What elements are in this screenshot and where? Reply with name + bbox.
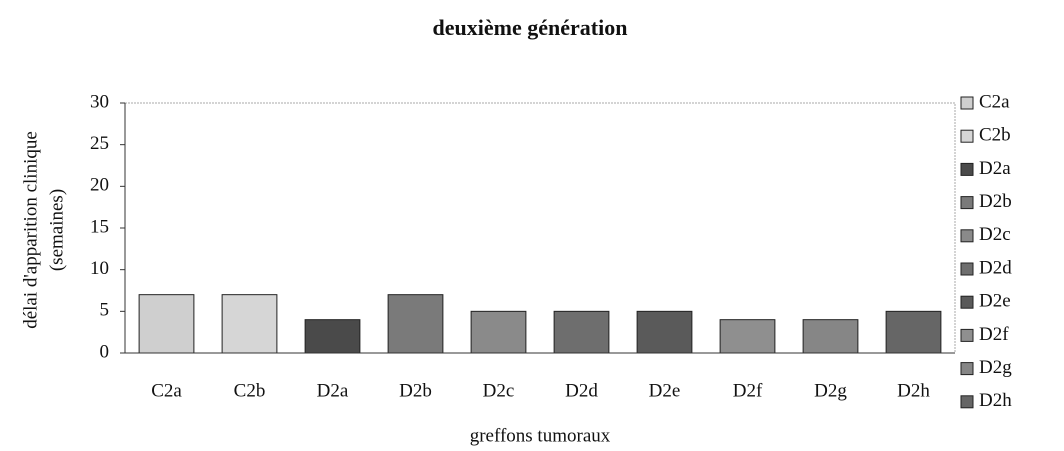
- bar: [138, 294, 195, 354]
- y-tick-label: 10: [90, 258, 109, 279]
- legend-label: D2e: [979, 291, 1011, 312]
- legend-label: D2g: [979, 357, 1012, 378]
- legend-swatch: [960, 196, 974, 210]
- x-tick-label: C2a: [151, 380, 182, 401]
- y-axis-label: (semaines): [46, 189, 67, 271]
- legend-swatch: [960, 162, 974, 176]
- bar: [304, 319, 361, 354]
- x-tick-label: D2e: [649, 380, 681, 401]
- x-tick-label: D2b: [399, 380, 432, 401]
- y-tick-label: 5: [100, 300, 110, 321]
- bar: [553, 310, 610, 354]
- y-tick-label: 0: [100, 341, 110, 362]
- legend-label: D2b: [979, 191, 1012, 212]
- legend-swatch: [960, 96, 974, 110]
- legend-label: D2a: [979, 158, 1011, 179]
- legend-swatch: [960, 229, 974, 243]
- bar: [387, 294, 444, 354]
- legend-swatch: [960, 295, 974, 309]
- x-tick-label: D2a: [317, 380, 349, 401]
- bar: [802, 319, 859, 354]
- legend-label: D2d: [979, 257, 1012, 278]
- x-tick-label: D2d: [565, 380, 598, 401]
- legend-swatch: [960, 395, 974, 409]
- bar: [470, 310, 527, 354]
- legend-swatch: [960, 129, 974, 143]
- y-tick-label: 25: [90, 133, 109, 154]
- legend-swatch: [960, 262, 974, 276]
- legend-label: C2b: [979, 125, 1011, 146]
- legend-swatch: [960, 362, 974, 376]
- bar: [719, 319, 776, 354]
- x-tick-label: D2f: [733, 380, 763, 401]
- x-tick-label: D2g: [814, 380, 847, 401]
- legend-swatch: [960, 328, 974, 342]
- bar: [221, 294, 278, 354]
- x-axis-label: greffons tumoraux: [470, 425, 611, 446]
- x-tick-label: C2b: [234, 380, 266, 401]
- y-tick-label: 20: [90, 175, 109, 196]
- legend-label: D2f: [979, 324, 1009, 345]
- legend-label: D2h: [979, 390, 1012, 411]
- chart-title: deuxième génération: [433, 15, 628, 40]
- y-tick-label: 15: [90, 216, 109, 237]
- x-tick-label: D2c: [483, 380, 515, 401]
- x-tick-label: D2h: [897, 380, 930, 401]
- bar: [885, 310, 942, 354]
- y-axis-label: délai d'apparition clinique: [20, 131, 41, 329]
- bar: [636, 310, 693, 354]
- legend-label: D2c: [979, 224, 1011, 245]
- legend-label: C2a: [979, 91, 1010, 112]
- y-tick-label: 30: [90, 91, 109, 112]
